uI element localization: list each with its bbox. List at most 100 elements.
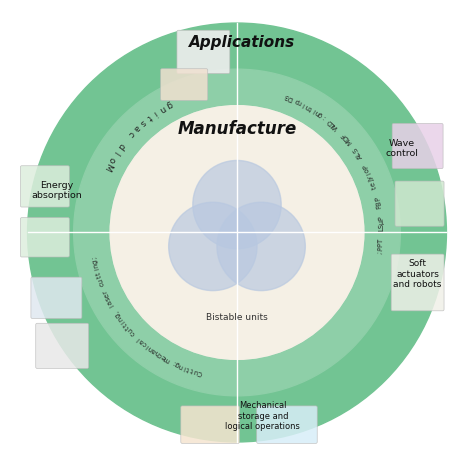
Text: ;: ;	[91, 256, 98, 259]
Text: n: n	[147, 345, 154, 352]
Text: e: e	[103, 292, 110, 298]
Text: l: l	[136, 336, 141, 341]
Text: P: P	[378, 243, 384, 247]
Text: a: a	[138, 338, 145, 345]
Text: l: l	[111, 149, 120, 156]
Text: t: t	[186, 365, 191, 372]
Text: u: u	[193, 368, 199, 375]
Text: D: D	[326, 118, 334, 126]
Text: D: D	[342, 134, 350, 142]
Text: n: n	[304, 103, 311, 110]
Text: M: M	[102, 161, 113, 172]
Text: Bistable units: Bistable units	[206, 312, 268, 321]
Text: i: i	[152, 108, 159, 117]
Circle shape	[27, 23, 447, 442]
Text: i: i	[120, 319, 126, 324]
Text: Manufacture: Manufacture	[177, 120, 297, 138]
Text: e: e	[370, 181, 377, 187]
Text: :: :	[172, 359, 176, 366]
Text: m: m	[163, 355, 172, 363]
Text: Applications: Applications	[189, 35, 295, 50]
Text: u: u	[127, 326, 134, 334]
Text: c: c	[130, 330, 137, 336]
Text: d: d	[115, 141, 126, 151]
Text: g: g	[164, 99, 173, 110]
Text: o: o	[106, 155, 117, 164]
Text: C: C	[197, 369, 202, 376]
Text: r: r	[101, 289, 108, 293]
Text: Soft
actuators
and robots: Soft actuators and robots	[393, 259, 442, 289]
Text: a: a	[150, 347, 157, 354]
Text: P: P	[378, 216, 384, 220]
Text: a: a	[131, 123, 141, 133]
Text: L: L	[355, 150, 361, 156]
Text: s: s	[105, 295, 112, 301]
Text: L: L	[379, 228, 384, 232]
Text: i: i	[302, 101, 306, 107]
Circle shape	[169, 202, 257, 291]
Text: n: n	[157, 103, 166, 113]
Text: B: B	[375, 200, 382, 206]
Text: h: h	[154, 349, 161, 357]
Text: W: W	[331, 122, 340, 131]
Circle shape	[110, 106, 364, 359]
Text: c: c	[157, 352, 164, 359]
Text: n: n	[178, 362, 184, 370]
Text: Mechanical
storage and
logical operations: Mechanical storage and logical operation…	[225, 401, 300, 431]
FancyBboxPatch shape	[181, 406, 239, 444]
Text: u: u	[97, 277, 104, 283]
FancyBboxPatch shape	[20, 166, 69, 207]
FancyBboxPatch shape	[392, 123, 443, 169]
Text: c: c	[126, 129, 136, 139]
Text: S: S	[352, 146, 359, 153]
Text: M: M	[345, 137, 353, 145]
FancyBboxPatch shape	[257, 406, 317, 444]
Circle shape	[217, 202, 305, 291]
Text: L: L	[329, 120, 336, 127]
Text: µ: µ	[378, 219, 384, 224]
Text: c: c	[141, 340, 148, 347]
Text: p: p	[294, 97, 301, 105]
Text: ,: ,	[113, 309, 119, 314]
Text: t: t	[371, 186, 378, 190]
Text: g: g	[317, 111, 324, 118]
FancyBboxPatch shape	[395, 181, 444, 226]
Text: o: o	[364, 167, 371, 173]
Text: g: g	[174, 361, 181, 368]
Circle shape	[193, 160, 281, 249]
Text: l: l	[366, 171, 372, 175]
Text: 3: 3	[283, 93, 290, 100]
FancyBboxPatch shape	[31, 277, 82, 319]
Text: s: s	[138, 118, 147, 127]
Text: y: y	[367, 174, 374, 180]
Text: F: F	[376, 204, 383, 209]
Text: t: t	[308, 105, 313, 112]
Text: t: t	[122, 321, 128, 327]
Text: i: i	[145, 343, 150, 349]
Text: r: r	[298, 100, 303, 106]
Text: T: T	[378, 239, 384, 243]
Text: J: J	[369, 179, 375, 182]
Text: P: P	[362, 163, 369, 170]
Text: n: n	[117, 315, 124, 322]
Text: t: t	[96, 274, 102, 279]
Text: A: A	[356, 153, 364, 160]
Text: Wave
control: Wave control	[386, 139, 419, 158]
Text: F: F	[340, 132, 347, 138]
Text: g: g	[115, 312, 122, 319]
Text: e: e	[160, 353, 167, 361]
FancyBboxPatch shape	[391, 254, 444, 311]
Circle shape	[110, 106, 364, 359]
Text: P: P	[377, 246, 384, 251]
FancyBboxPatch shape	[161, 69, 208, 100]
Text: i: i	[183, 364, 187, 371]
Text: Energy
absorption: Energy absorption	[31, 181, 82, 200]
Text: t: t	[190, 367, 194, 373]
Text: S: S	[378, 224, 384, 228]
Text: t: t	[125, 324, 131, 330]
Text: t: t	[95, 271, 101, 275]
Text: n: n	[93, 263, 100, 268]
Text: a: a	[106, 299, 114, 305]
Text: i: i	[312, 107, 317, 113]
Text: i: i	[94, 267, 100, 271]
